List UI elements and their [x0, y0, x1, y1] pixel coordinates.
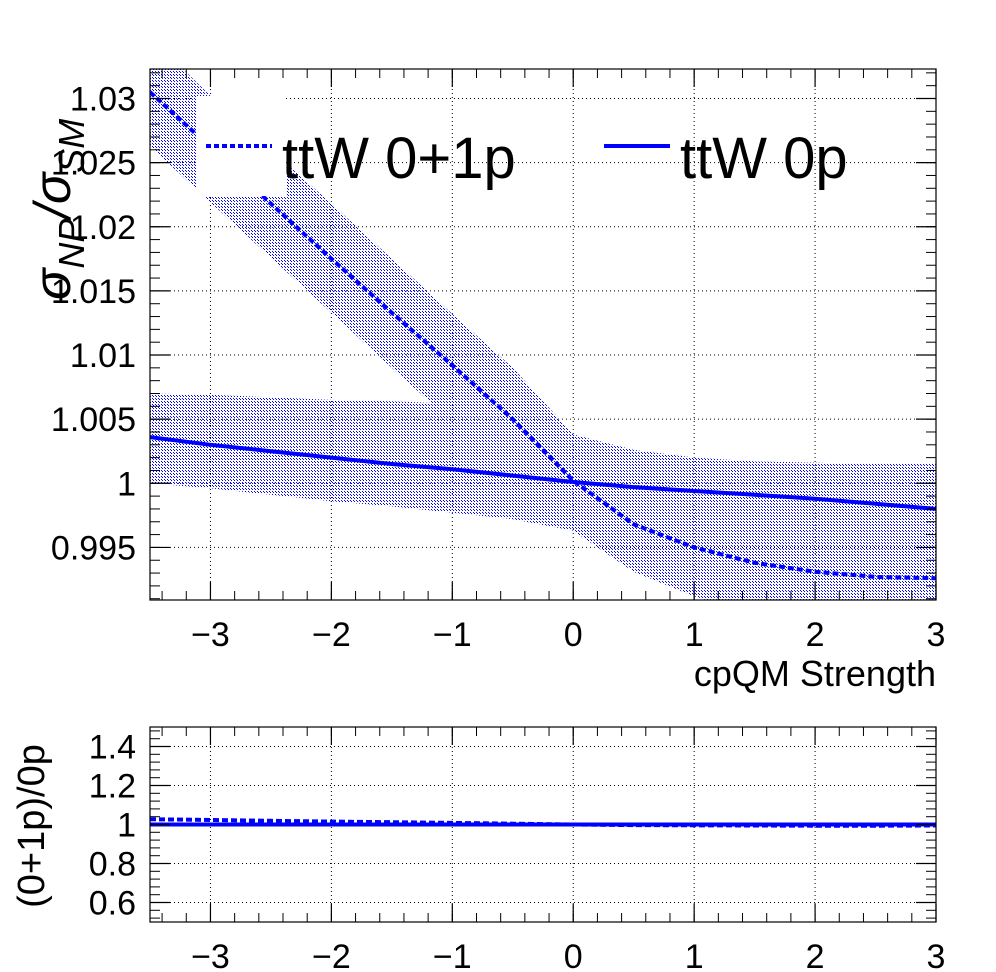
y-tick-label: 1.4 [89, 729, 136, 767]
x-tick-label: 1 [685, 938, 704, 972]
x-tick-label: −1 [433, 616, 472, 654]
legend-label-ttw-0-1p: ttW 0+1p [282, 126, 516, 191]
x-tick-label: 1 [685, 616, 704, 654]
legend: ttW 0+1p ttW 0p [196, 96, 848, 196]
y-tick-label: 1.02 [70, 209, 136, 247]
series-lines [150, 90, 936, 581]
series-line-ttw-0-1p [150, 90, 936, 581]
y-tick-label: 0.8 [89, 846, 136, 884]
y-tick-label: 1.03 [70, 81, 136, 119]
ratio-axis-ticks [150, 727, 937, 922]
main-y-axis-title: σNP/σSM [24, 119, 92, 300]
uncertainty-bands [150, 69, 936, 600]
y-tick-label: 0.6 [89, 885, 136, 923]
main-x-axis-title: cpQM Strength [694, 653, 936, 694]
ratio-y-axis-title: (0+1p)/0p [11, 744, 53, 908]
y-tick-label: 1.025 [51, 145, 136, 183]
main-plot-panel: −3 −2 −1 0 1 2 3 0.995 1 1.005 1.01 1.015 1.02 1.025… [24, 68, 945, 694]
series-line-ratio [150, 817, 936, 828]
y-tick-label: 1.2 [89, 768, 136, 806]
x-tick-label: 3 [927, 938, 946, 972]
series-line-ttw-0p [150, 435, 936, 511]
main-axis-ticks [150, 69, 937, 600]
x-tick-label: −2 [312, 938, 351, 972]
y-tick-label: 1.015 [51, 273, 136, 311]
ratio-series-lines [150, 817, 936, 828]
y-tick-label: 1.005 [51, 401, 136, 439]
x-tick-label: −2 [312, 616, 351, 654]
x-tick-label: 0 [564, 938, 583, 972]
ratio-y-tick-labels: 0.60.811.21.4 [89, 729, 136, 923]
y-tick-label: 0.995 [51, 529, 136, 567]
main-x-tick-labels: −3 −2 −1 0 1 2 3 [191, 616, 945, 654]
ratio-plot-panel: −3 −2 −1 0 1 2 3 0.60.811.21.4 (0+1p)/0p [11, 726, 945, 972]
main-plot-frame [149, 68, 937, 601]
ratio-x-tick-labels: −3 −2 −1 0 1 2 3 [191, 938, 945, 972]
y-tick-label: 1 [117, 807, 136, 845]
x-tick-label: 2 [806, 938, 825, 972]
x-tick-label: −3 [191, 938, 230, 972]
band-ttw-0p [150, 393, 936, 600]
x-tick-label: 3 [927, 616, 946, 654]
y-tick-label: 1.01 [70, 337, 136, 375]
legend-label-ttw-0p: ttW 0p [680, 126, 848, 191]
y-tick-label: 1 [117, 465, 136, 503]
x-tick-label: 0 [564, 616, 583, 654]
x-tick-label: −1 [433, 938, 472, 972]
x-tick-label: −3 [191, 616, 230, 654]
x-tick-label: 2 [806, 616, 825, 654]
main-y-tick-labels: 0.995 1 1.005 1.01 1.015 1.02 1.025 1.03 [51, 81, 136, 568]
ratio-plot-frame [149, 726, 937, 923]
